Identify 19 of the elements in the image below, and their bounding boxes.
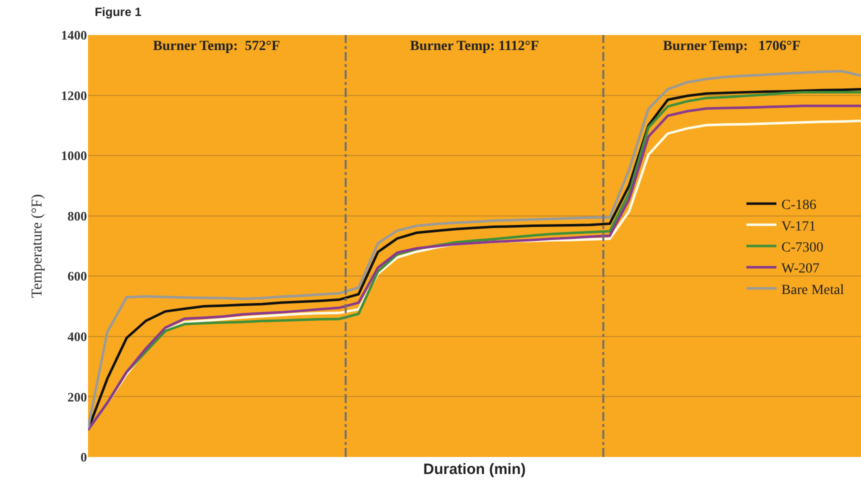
annotation: Burner Temp: 1112°F <box>410 39 540 54</box>
legend-label: Bare Metal <box>781 282 844 298</box>
y-tick-label: 1200 <box>61 88 87 103</box>
y-tick-label: 1400 <box>61 28 87 43</box>
legend-label: C-186 <box>781 198 816 214</box>
x-axis-title: Duration (min) <box>423 461 526 478</box>
y-tick-label: 400 <box>68 328 87 344</box>
legend-label: W-207 <box>781 262 820 277</box>
y-tick-label: 800 <box>68 208 87 224</box>
y-tick-label: 600 <box>68 268 87 284</box>
y-tick-label: 200 <box>68 389 87 404</box>
legend-label: C-7300 <box>781 240 824 256</box>
y-tick-label: 1000 <box>61 148 87 164</box>
annotation: Burner Temp: 1706°F <box>663 39 801 54</box>
y-tick-label: 0 <box>80 450 87 465</box>
legend-label: V-171 <box>781 219 816 234</box>
annotation: Burner Temp: 572°F <box>153 39 280 54</box>
chart-title: Figure 1 <box>94 4 142 19</box>
y-axis-title: Temperature (°F) <box>29 194 46 298</box>
